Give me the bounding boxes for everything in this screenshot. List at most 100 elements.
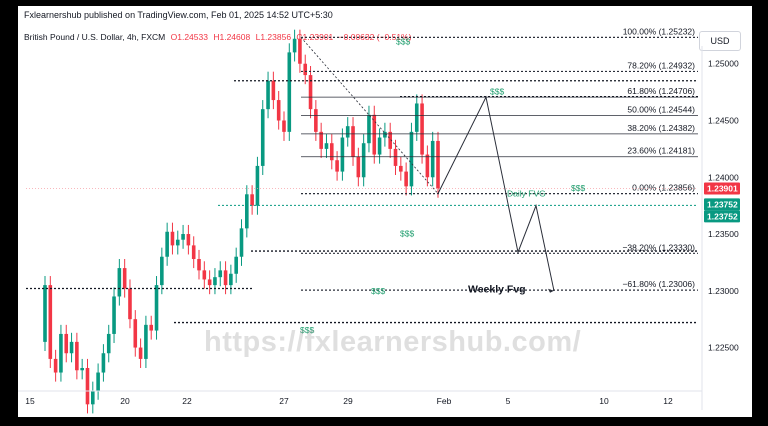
currency-button[interactable]: USD: [699, 31, 741, 51]
weekly-fvg-label: Weekly Fvg: [468, 284, 526, 296]
candle: [223, 261, 228, 295]
time-tick-label: Feb: [437, 396, 452, 406]
daily-fvg-label: Daily FVG: [507, 189, 546, 199]
candle-body: [425, 154, 430, 178]
candle: [144, 315, 148, 368]
candle-body: [85, 367, 90, 405]
candle: [128, 279, 132, 329]
price-tick-label: 1.24000: [708, 172, 739, 182]
candle-body: [271, 80, 276, 101]
candle-body: [133, 319, 138, 348]
candle-body: [377, 137, 382, 155]
time-tick-label: 10: [599, 396, 609, 406]
candle: [138, 338, 143, 368]
candle: [133, 310, 138, 357]
candle-body: [112, 296, 116, 334]
candle-body: [303, 63, 308, 76]
candle: [186, 224, 191, 255]
candle: [372, 105, 377, 164]
candle: [53, 349, 58, 382]
candle-body: [128, 288, 132, 320]
liquidity-label: $$$: [490, 87, 504, 97]
candle-body: [202, 270, 207, 280]
candle: [170, 222, 175, 255]
price-tick-label: 1.23500: [708, 229, 739, 239]
candle: [383, 122, 387, 147]
candle-body: [260, 109, 265, 166]
candle-body: [69, 341, 74, 354]
candle-body: [53, 358, 58, 373]
fib-level-label: 100.00% (1.25232): [623, 26, 695, 36]
candle-body: [138, 347, 143, 359]
candle: [250, 185, 254, 215]
candle-body: [191, 245, 196, 260]
candle-body: [335, 160, 339, 172]
candle-body: [340, 137, 345, 172]
candle-body: [197, 259, 201, 271]
price-axis: 1.25000 1.24500 1.24000 1.23500 1.23000 1.225…: [701, 46, 740, 410]
symbol-name: British Pound / U.S. Dollar, 4h, FXCM: [24, 32, 166, 42]
candle-body: [436, 140, 440, 189]
candle-body: [409, 131, 414, 187]
candle-body: [414, 103, 419, 132]
candle-body: [250, 194, 254, 206]
candle-body: [101, 353, 106, 373]
candle: [399, 156, 403, 181]
fib-level-label: 61.80% (1.24706): [627, 86, 695, 96]
candle-body: [207, 279, 212, 286]
time-tick-label: 22: [182, 396, 192, 406]
candle-body: [319, 131, 323, 149]
candle: [404, 162, 408, 196]
candle: [112, 287, 116, 344]
candle-body: [175, 239, 180, 246]
candle-body: [298, 38, 302, 64]
price-chart[interactable]: 100.00% (1.25232) 78.20% (1.24932) 61.80% …: [18, 6, 752, 417]
candle-body: [388, 131, 393, 149]
candle-body: [314, 109, 318, 132]
candle-body: [329, 143, 334, 161]
candle: [154, 276, 159, 340]
candle-body: [245, 194, 249, 229]
price-tick-label: 1.25000: [708, 59, 739, 69]
projection-path: [437, 95, 555, 291]
candle: [96, 363, 100, 400]
candle: [329, 134, 334, 170]
liquidity-label: $$$: [396, 36, 410, 46]
candle-body: [218, 270, 223, 278]
candle: [308, 66, 313, 119]
fib-level-label: −38.20% (1.23330): [622, 242, 695, 252]
candle: [85, 358, 90, 414]
drawings-layer: 100.00% (1.25232) 78.20% (1.24932) 61.80% …: [26, 26, 698, 335]
candle-body: [255, 165, 260, 206]
candle-body: [420, 103, 424, 155]
price-badge-bg: [704, 182, 740, 195]
candle: [260, 100, 265, 175]
candle: [409, 122, 414, 196]
candle: [377, 128, 382, 164]
candle: [175, 230, 180, 255]
price-badge-bg: [704, 198, 740, 211]
candle-body: [292, 38, 297, 53]
candle: [266, 71, 270, 119]
price-badge-text: 1.23752: [707, 199, 738, 209]
candle-body: [165, 231, 169, 257]
candle: [271, 71, 276, 110]
candle: [59, 324, 63, 382]
candle-body: [75, 341, 79, 371]
price-tick-label: 1.22500: [708, 343, 739, 353]
candle-body: [308, 75, 313, 110]
candle-body: [186, 234, 191, 246]
candle-body: [154, 285, 159, 331]
candle-body: [181, 234, 185, 240]
candle-body: [106, 333, 111, 354]
candle: [298, 29, 302, 73]
candle: [414, 94, 419, 141]
candle: [80, 358, 84, 380]
candle: [160, 247, 164, 295]
liquidity-label: $$$: [571, 183, 585, 193]
candle: [64, 324, 69, 363]
candle-body: [372, 114, 377, 155]
candle: [165, 222, 169, 266]
liquidity-label: $$$: [371, 286, 385, 296]
candle: [361, 134, 366, 187]
